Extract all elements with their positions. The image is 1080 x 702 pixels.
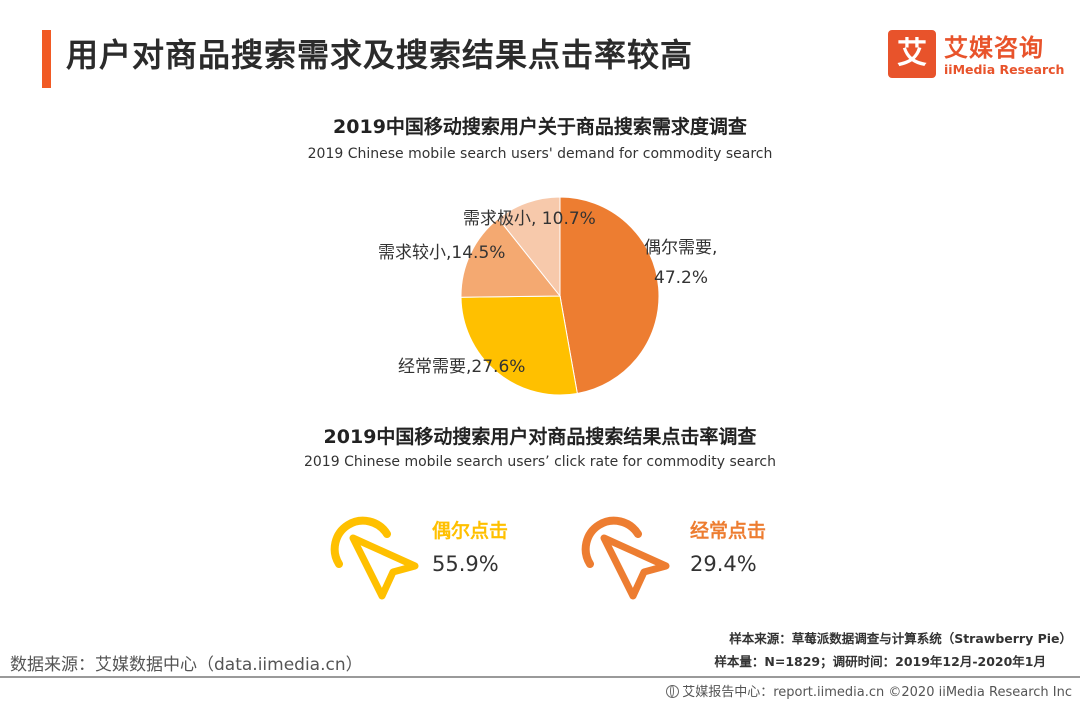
cursor-click-icon: [581, 516, 670, 600]
pie-slice-1: [559, 196, 660, 395]
brand-logo: 艾 艾媒咨询 iiMedia Research: [888, 28, 1064, 80]
click-ripple-arc: [581, 516, 642, 568]
page-title: 用户对商品搜索需求及搜索结果点击率较高: [66, 36, 694, 74]
click-value-often: 29.4%: [690, 552, 757, 576]
pie-slice-3: [460, 217, 562, 298]
click-label-often: 经常点击: [690, 520, 767, 542]
pie-label-small: 需求较小,14.5%: [378, 243, 506, 263]
pie-slice-2: [460, 295, 578, 396]
brand-name-cn: 艾媒咨询: [944, 34, 1044, 62]
pie-chart-title: 2019中国移动搜索用户关于商品搜索需求度调查: [333, 116, 747, 138]
pie-chart-subtitle: 2019 Chinese mobile search users' demand…: [307, 146, 773, 162]
pie-label-occasional-name: 偶尔需要,: [644, 238, 718, 258]
pie-slice-4: [497, 196, 561, 298]
cursor-arrow: [349, 534, 419, 600]
pie-label-occasional-value: 47.2%: [654, 268, 709, 288]
click-ripple-arc: [330, 516, 391, 568]
title-accent-bar: [42, 30, 51, 88]
demand-pie-chart: [460, 196, 660, 396]
sample-info: 样本量：N=1829；调研时间：2019年12月-2020年1月: [714, 654, 1046, 669]
brand-name-en: iiMedia Research: [944, 62, 1065, 77]
report-center-text: 艾媒报告中心：report.iimedia.cn ©2020 iiMedia R…: [682, 685, 1072, 700]
globe-icon: [666, 685, 680, 698]
pie-label-often: 经常需要,27.6%: [398, 357, 526, 377]
footer-divider: [0, 676, 1080, 678]
cursor-click-icon: [330, 516, 419, 600]
pie-label-minimal: 需求极小, 10.7%: [463, 209, 596, 229]
brand-mark-icon: 艾: [888, 30, 936, 78]
click-label-occasional: 偶尔点击: [432, 520, 509, 542]
click-chart-subtitle: 2019 Chinese mobile search users’ click …: [303, 454, 776, 470]
click-chart-title: 2019中国移动搜索用户对商品搜索结果点击率调查: [323, 426, 757, 448]
cursor-arrow: [600, 534, 670, 600]
click-value-occasional: 55.9%: [432, 552, 499, 576]
report-center: 艾媒报告中心：report.iimedia.cn ©2020 iiMedia R…: [666, 681, 1072, 700]
data-source: 数据来源：艾媒数据中心（data.iimedia.cn）: [10, 655, 363, 675]
sample-source: 样本来源：草莓派数据调查与计算系统（Strawberry Pie）: [729, 631, 1072, 646]
pie-label-occasional: 偶尔需要, 47.2%: [644, 233, 717, 293]
